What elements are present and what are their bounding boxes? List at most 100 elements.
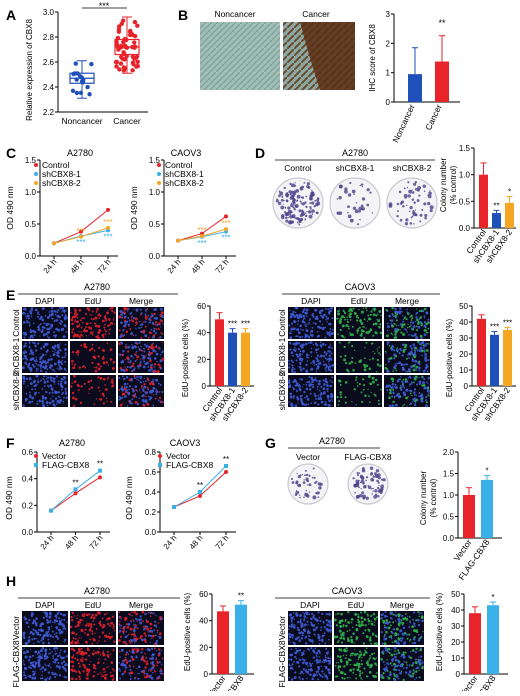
cell [365, 307, 368, 310]
cell [299, 672, 302, 675]
cell [152, 342, 155, 344]
cell [51, 399, 55, 403]
cell [41, 670, 44, 673]
cell [123, 659, 126, 662]
cell [322, 326, 325, 329]
cell [143, 377, 145, 380]
cell [297, 348, 301, 351]
cell [127, 307, 130, 311]
cell [52, 350, 54, 352]
cell [110, 661, 114, 664]
cell [395, 362, 398, 365]
cell [72, 649, 76, 652]
cell [153, 308, 156, 311]
cell [59, 348, 61, 351]
panel-f-title-a2780: A2780 [59, 438, 85, 448]
colony [421, 209, 424, 212]
cell [89, 661, 92, 663]
colony [336, 211, 340, 215]
cell [82, 365, 85, 368]
colony [299, 496, 301, 499]
cell [358, 382, 361, 386]
cell [125, 651, 129, 654]
cell [36, 313, 39, 315]
cell [392, 400, 395, 404]
cell [29, 382, 33, 385]
cell [362, 330, 365, 333]
cell [129, 365, 132, 369]
cell [393, 653, 396, 656]
cell [383, 626, 387, 629]
panel-a-ytick-label: 2.4 [43, 83, 55, 92]
cell [387, 663, 390, 666]
cell [31, 336, 34, 339]
cell [129, 675, 132, 677]
cell [49, 621, 52, 624]
panel-c: A2780 CAOV3 OD 490 nm OD 490 nm 0.00.51.… [5, 148, 236, 275]
cell [343, 345, 346, 349]
panel-f1-point [98, 475, 102, 480]
cell [49, 619, 52, 622]
cell [81, 660, 84, 663]
cell [379, 353, 382, 356]
cell [296, 620, 300, 624]
cell [104, 317, 107, 320]
cell [421, 376, 424, 379]
cell [130, 655, 134, 659]
cell [61, 618, 63, 621]
cell [30, 614, 33, 617]
panel-e-left-sig: *** [241, 320, 250, 329]
cell [288, 637, 290, 639]
cell [367, 314, 370, 317]
cell [41, 318, 45, 322]
cell [338, 669, 341, 672]
cell [407, 673, 410, 676]
cell [305, 635, 308, 638]
cell [36, 311, 40, 314]
cell [370, 614, 373, 617]
cell [414, 353, 417, 357]
cell [323, 626, 326, 629]
panel-e-right-ytick-label: 40 [459, 318, 468, 327]
colony [308, 474, 311, 477]
cell [312, 624, 316, 628]
cell [304, 334, 308, 338]
cell [317, 611, 320, 614]
cell [55, 619, 59, 623]
cell [122, 640, 126, 644]
cell [84, 651, 88, 655]
cell [406, 380, 408, 383]
colony [291, 481, 295, 484]
legend-shcbx8-1: shCBX8-1 [42, 169, 81, 179]
cell [356, 319, 359, 322]
cell [348, 327, 350, 330]
cell [329, 328, 331, 330]
cell [110, 635, 113, 638]
colony [289, 193, 292, 196]
cell [305, 383, 308, 386]
point-cancer [113, 59, 119, 65]
cell [127, 310, 129, 312]
cell [47, 358, 51, 362]
cell [402, 333, 406, 337]
cell [91, 652, 95, 656]
cell [315, 379, 318, 382]
cell [27, 639, 31, 643]
cell [291, 663, 294, 666]
cell [62, 400, 65, 403]
panel-label-h: H [6, 573, 16, 589]
cell [353, 388, 356, 391]
cell [296, 650, 298, 652]
colony [413, 182, 417, 186]
cell [288, 625, 291, 627]
cell [314, 394, 317, 398]
colony [411, 191, 415, 194]
cell [155, 352, 159, 356]
cell [113, 669, 116, 672]
cell [73, 312, 77, 316]
cell [53, 370, 56, 373]
cell [311, 642, 314, 644]
cell [290, 625, 294, 628]
cell [81, 656, 83, 659]
colony [370, 472, 374, 475]
